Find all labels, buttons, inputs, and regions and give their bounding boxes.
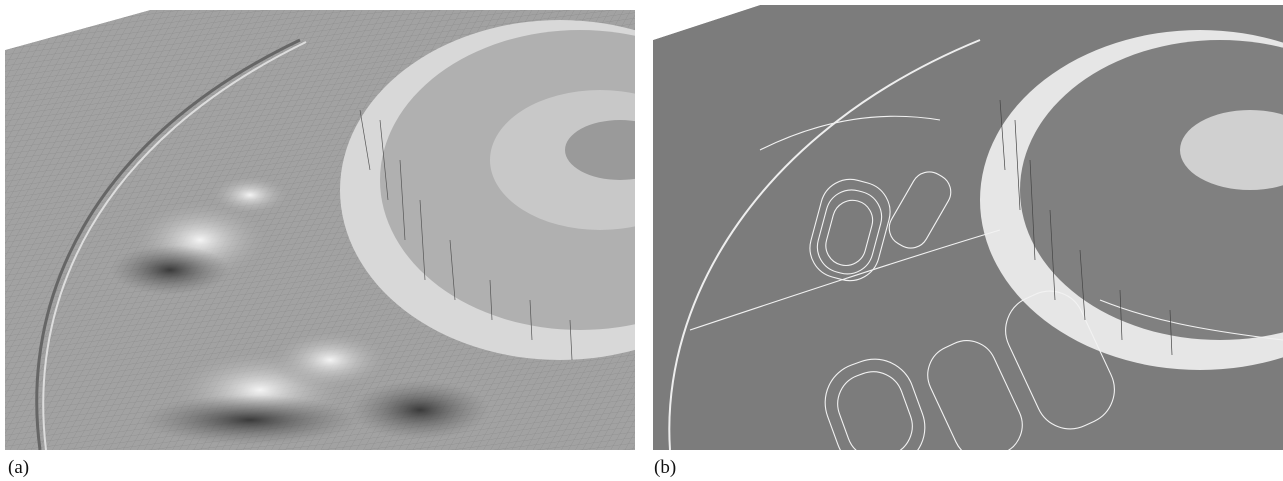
- panel-label: (a): [8, 457, 29, 478]
- panel-b: [653, 5, 1283, 481]
- panel-label: (b): [654, 457, 676, 478]
- figure: (a) (b): [0, 0, 1283, 481]
